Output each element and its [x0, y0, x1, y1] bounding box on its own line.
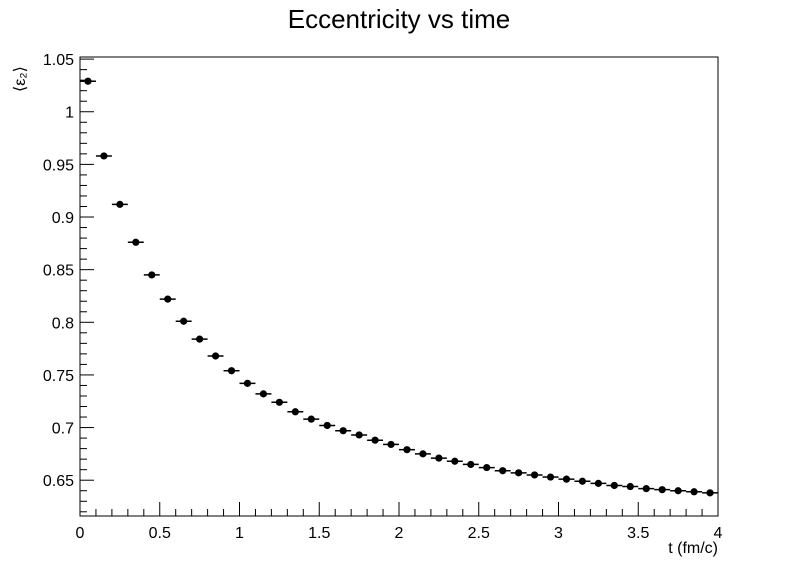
data-point [371, 436, 379, 444]
x-tick-label: 0.5 [149, 525, 171, 542]
data-point [562, 475, 571, 483]
y-tick-label: 0.95 [43, 157, 74, 174]
data-point [483, 463, 491, 472]
x-tick-label: 0 [76, 525, 85, 542]
data-point [116, 200, 124, 208]
y-tick-label: 1 [65, 105, 74, 122]
y-tick-label: 1.05 [43, 52, 74, 69]
x-tick-label: 1.5 [308, 525, 330, 542]
data-point [275, 398, 283, 406]
data-point [196, 335, 204, 343]
x-axis-label: t (fm/c) [668, 540, 718, 557]
data-point [467, 460, 475, 469]
data-point [658, 486, 666, 494]
x-tick-label: 2.5 [468, 525, 490, 542]
x-tick-label: 4 [714, 525, 723, 542]
data-point [307, 415, 315, 423]
x-tick-label: 1 [235, 525, 244, 542]
x-tick-label: 2 [395, 525, 404, 542]
data-point [180, 317, 188, 325]
data-point [578, 477, 587, 485]
data-point [530, 471, 539, 479]
data-point [227, 367, 236, 375]
data-point [594, 479, 602, 487]
data-point [148, 271, 156, 279]
data-point [84, 77, 92, 85]
data-point [706, 489, 714, 497]
chart-title: Eccentricity vs time [287, 4, 511, 34]
data-point [339, 427, 347, 435]
data-point [243, 379, 252, 387]
data-point [100, 152, 108, 160]
data-point [403, 446, 411, 454]
data-point [610, 481, 618, 490]
data-point [164, 295, 172, 303]
plot-frame [79, 56, 719, 517]
x-tick-label: 3 [554, 525, 563, 542]
data-point [435, 454, 443, 462]
data-point [387, 440, 395, 449]
y-tick-label: 0.75 [43, 368, 74, 385]
data-point [499, 467, 507, 475]
data-point [211, 352, 220, 360]
data-point [291, 408, 299, 416]
data-point [546, 473, 555, 481]
y-tick-label: 0.65 [43, 473, 74, 490]
data-point [674, 487, 682, 495]
data-point [355, 431, 363, 439]
data-point [515, 469, 523, 477]
y-axis-label: ⟨ε₂⟩ [12, 66, 29, 92]
data-point [419, 450, 427, 458]
data-point [690, 488, 698, 496]
y-tick-label: 0.7 [52, 421, 74, 438]
y-tick-label: 0.8 [52, 315, 74, 332]
data-point [626, 482, 634, 491]
data-point [132, 238, 140, 246]
data-point [451, 457, 459, 465]
y-tick-label: 0.85 [43, 263, 74, 280]
x-tick-label: 3.5 [627, 525, 649, 542]
data-point [642, 485, 650, 493]
data-point [323, 421, 331, 430]
y-tick-label: 0.9 [52, 210, 74, 227]
data-point [259, 390, 268, 398]
